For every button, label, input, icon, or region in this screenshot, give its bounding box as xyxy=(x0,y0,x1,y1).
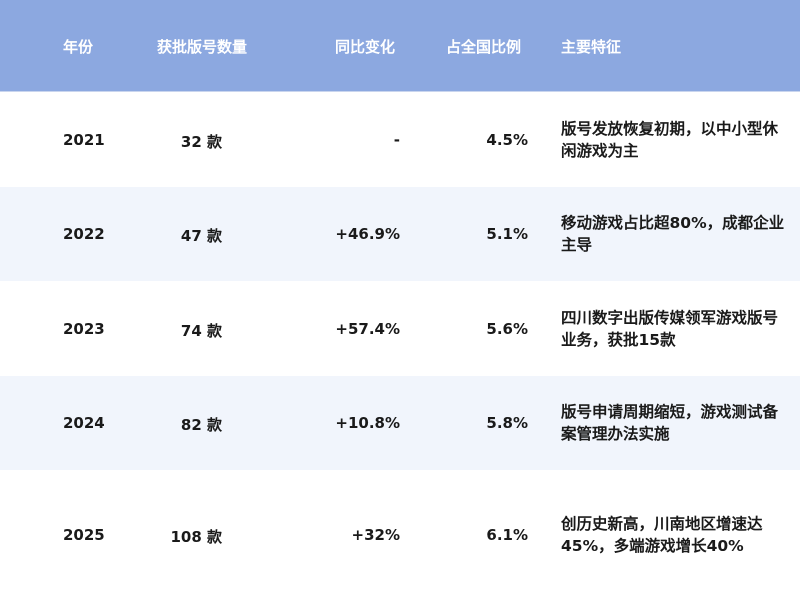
header-ratio: 占全国比例 xyxy=(446,38,522,56)
cell-year: 2023 xyxy=(63,319,105,338)
cell-features: 创历史新高，川南地区增速达45%，多端游戏增长40% xyxy=(561,515,763,555)
table-row: 2022 47 款 +46.9% 5.1% 移动游戏占比超80%，成都企业主导 xyxy=(0,187,800,281)
cell-features: 版号发放恢复初期，以中小型休闲游戏为主 xyxy=(561,119,779,160)
cell-features: 移动游戏占比超80%，成都企业主导 xyxy=(561,214,785,254)
cell-count: 32 款 xyxy=(180,132,222,151)
table-header: 年份 获批版号数量 同比变化 占全国比例 主要特征 xyxy=(0,0,800,92)
cell-year: 2025 xyxy=(63,526,105,544)
cell-count: 108 款 xyxy=(170,528,222,546)
header-year: 年份 xyxy=(63,38,94,56)
cell-ratio: 5.1% xyxy=(486,225,528,243)
table-row: 2024 82 款 +10.8% 5.8% 版号申请周期缩短，游戏测试备案管理办法实施 xyxy=(0,376,800,470)
cell-change: +10.8% xyxy=(335,414,400,432)
cell-ratio: 5.8% xyxy=(486,414,528,432)
cell-change: +57.4% xyxy=(335,319,400,338)
cell-change: +32% xyxy=(351,526,400,544)
cell-features: 版号申请周期缩短，游戏测试备案管理办法实施 xyxy=(561,403,779,443)
cell-change: - xyxy=(393,130,400,149)
cell-ratio: 5.6% xyxy=(486,319,528,338)
table-row: 2025 108 款 +32% 6.1% 创历史新高，川南地区增速达45%，多端游戏增长… xyxy=(0,470,800,600)
cell-year: 2021 xyxy=(63,130,105,149)
cell-count: 74 款 xyxy=(180,321,222,340)
cell-count: 82 款 xyxy=(180,416,222,434)
header-change: 同比变化 xyxy=(335,38,396,56)
cell-change: +46.9% xyxy=(335,225,400,243)
cell-count: 47 款 xyxy=(180,227,222,245)
table-row: 2021 32 款 - 4.5% 版号发放恢复初期，以中小型休闲游戏为主 xyxy=(0,92,800,187)
cell-features: 四川数字出版传媒领军游戏版号业务，获批15款 xyxy=(561,308,779,349)
cell-ratio: 4.5% xyxy=(486,130,528,149)
cell-ratio: 6.1% xyxy=(486,526,528,544)
cell-year: 2022 xyxy=(63,225,105,243)
header-count: 获批版号数量 xyxy=(157,38,248,56)
table-row: 2023 74 款 +57.4% 5.6% 四川数字出版传媒领军游戏版号业务，获批15款 xyxy=(0,281,800,376)
cell-year: 2024 xyxy=(63,414,105,432)
header-features: 主要特征 xyxy=(561,38,622,56)
